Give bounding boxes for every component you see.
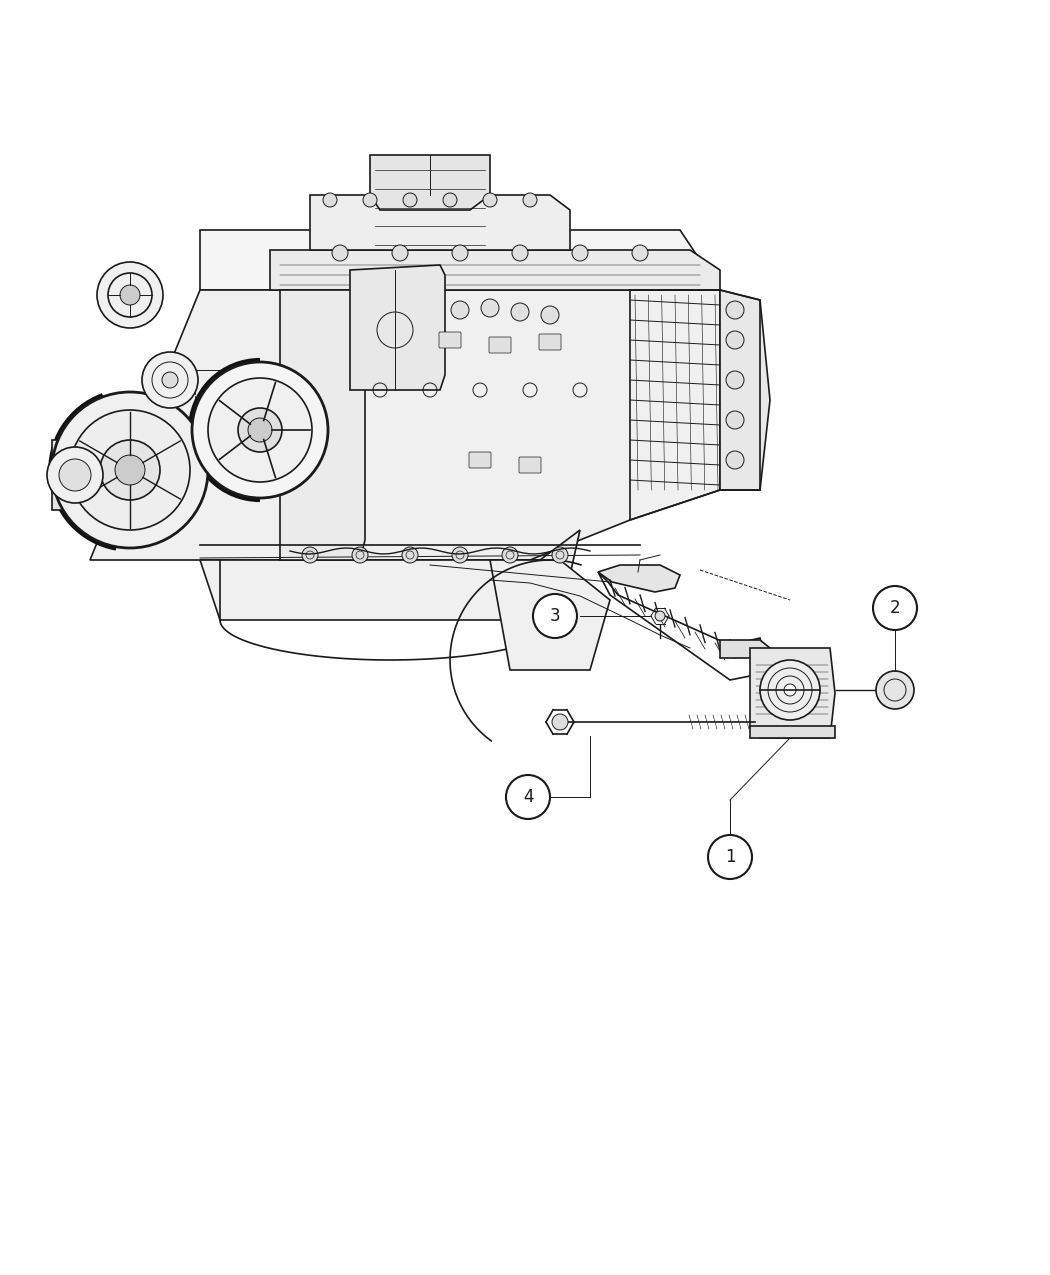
Circle shape (481, 300, 499, 317)
FancyBboxPatch shape (539, 334, 561, 351)
Circle shape (332, 245, 348, 261)
Polygon shape (310, 195, 570, 250)
Circle shape (483, 193, 497, 207)
Polygon shape (750, 648, 835, 738)
Circle shape (552, 714, 568, 731)
Circle shape (533, 594, 578, 638)
Circle shape (655, 611, 665, 621)
Polygon shape (750, 725, 835, 738)
Circle shape (726, 451, 744, 469)
Circle shape (192, 362, 328, 499)
Circle shape (876, 671, 914, 709)
Polygon shape (720, 640, 770, 658)
Circle shape (572, 245, 588, 261)
FancyBboxPatch shape (489, 337, 511, 353)
Polygon shape (598, 565, 680, 592)
Circle shape (873, 586, 917, 630)
Circle shape (162, 372, 178, 388)
Circle shape (726, 411, 744, 428)
Circle shape (552, 547, 568, 564)
Polygon shape (52, 440, 100, 510)
Circle shape (52, 391, 208, 548)
Circle shape (541, 306, 559, 324)
Circle shape (726, 371, 744, 389)
FancyBboxPatch shape (469, 453, 491, 468)
Circle shape (100, 440, 160, 500)
Circle shape (443, 193, 457, 207)
FancyBboxPatch shape (519, 456, 541, 473)
Polygon shape (200, 530, 580, 620)
Circle shape (120, 286, 140, 305)
Circle shape (760, 660, 820, 720)
Circle shape (452, 301, 469, 319)
Polygon shape (490, 560, 610, 669)
Circle shape (142, 352, 198, 408)
Circle shape (506, 775, 550, 819)
Polygon shape (370, 156, 490, 210)
Circle shape (708, 835, 752, 878)
Circle shape (302, 547, 318, 564)
Circle shape (352, 547, 367, 564)
Polygon shape (280, 289, 365, 560)
Circle shape (512, 245, 528, 261)
Text: 1: 1 (724, 848, 735, 866)
Circle shape (208, 377, 312, 482)
Circle shape (392, 245, 408, 261)
Circle shape (632, 245, 648, 261)
Circle shape (726, 332, 744, 349)
Circle shape (784, 683, 796, 696)
Circle shape (248, 418, 272, 442)
Circle shape (47, 448, 103, 504)
Circle shape (523, 193, 537, 207)
Circle shape (363, 193, 377, 207)
Text: 4: 4 (523, 788, 533, 806)
Circle shape (59, 459, 91, 491)
Circle shape (70, 411, 190, 530)
Circle shape (452, 245, 468, 261)
FancyBboxPatch shape (439, 332, 461, 348)
Circle shape (323, 193, 337, 207)
Circle shape (511, 303, 529, 321)
Circle shape (403, 193, 417, 207)
Text: 3: 3 (550, 607, 561, 625)
Polygon shape (270, 250, 720, 289)
Polygon shape (200, 230, 720, 289)
Circle shape (238, 408, 282, 453)
Text: 2: 2 (889, 599, 900, 617)
Circle shape (402, 547, 418, 564)
Circle shape (502, 547, 518, 564)
Circle shape (452, 547, 468, 564)
Circle shape (726, 301, 744, 319)
Circle shape (116, 455, 145, 484)
Circle shape (97, 261, 163, 328)
Polygon shape (90, 289, 720, 560)
Polygon shape (720, 289, 770, 490)
Polygon shape (350, 265, 445, 390)
